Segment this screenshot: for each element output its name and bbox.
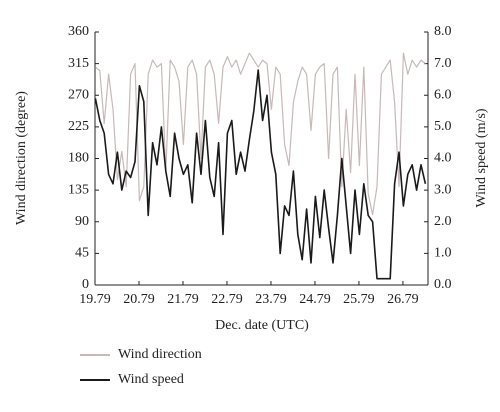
y2-tick-label: 2.0 <box>434 214 452 229</box>
y-tick-label: 315 <box>68 56 89 71</box>
legend-label: Wind speed <box>118 372 184 387</box>
y2-tick-label: 3.0 <box>434 182 452 197</box>
data-line <box>95 52 426 216</box>
y2-tick-label: 6.0 <box>434 87 452 102</box>
y2-tick-label: 5.0 <box>434 119 452 134</box>
x-tick-label: 21.79 <box>167 292 199 307</box>
y-tick-label: 0 <box>82 277 89 292</box>
data-line <box>94 69 427 280</box>
y-tick-label: 360 <box>68 24 89 39</box>
x-tick-label: 24.79 <box>299 292 331 307</box>
x-tick-label: 25.79 <box>343 292 375 307</box>
y-tick-label: 90 <box>75 214 89 229</box>
y-tick-label: 270 <box>68 87 89 102</box>
legend-label: Wind direction <box>118 347 202 362</box>
y-tick-label: 135 <box>68 182 89 197</box>
x-tick-label: 23.79 <box>255 292 287 307</box>
y2-tick-label: 0.0 <box>434 277 452 292</box>
y-tick-label: 225 <box>68 119 89 134</box>
y2-tick-label: 4.0 <box>434 151 452 166</box>
y2-tick-label: 1.0 <box>434 246 452 261</box>
x-tick-label: 22.79 <box>211 292 243 307</box>
y2-tick-label: 7.0 <box>434 56 452 71</box>
y-tick-label: 180 <box>68 151 89 166</box>
y2-tick-label: 8.0 <box>434 24 452 39</box>
y-tick-label: 45 <box>75 246 89 261</box>
y-axis-label: Wind direction (degree) <box>14 91 29 225</box>
x-tick-label: 26.79 <box>387 292 419 307</box>
x-tick-label: 20.79 <box>123 292 155 307</box>
x-axis-label: Dec. date (UTC) <box>215 318 309 333</box>
y2-axis-label: Wind speed (m/s) <box>474 108 489 207</box>
x-tick-label: 19.79 <box>79 292 111 307</box>
